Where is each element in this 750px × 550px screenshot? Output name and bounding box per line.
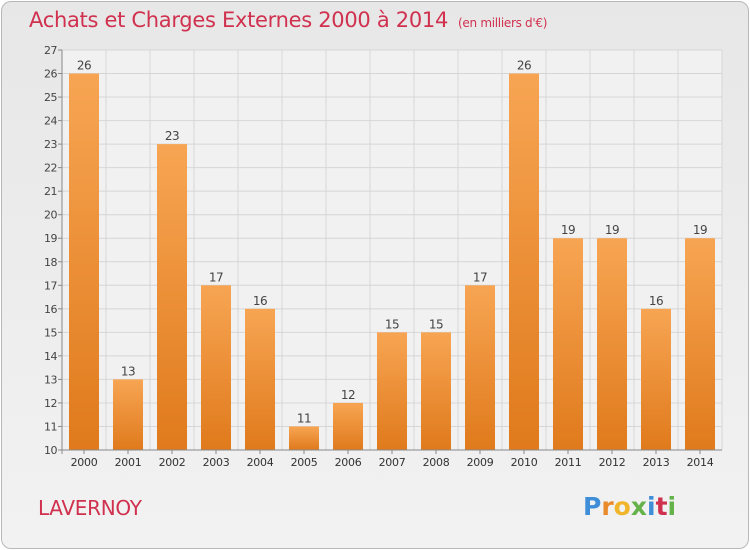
bar-2010 [509, 73, 539, 450]
bar-2007 [377, 332, 407, 450]
bar-2012 [597, 238, 627, 450]
bar-2009 [465, 285, 495, 450]
y-tick-label-17: 17 [44, 279, 57, 292]
x-tick-label-2011: 2011 [555, 456, 582, 469]
bar-2004 [245, 308, 275, 450]
bar-label-2014: 19 [693, 223, 707, 237]
bar-label-2010: 26 [517, 59, 531, 73]
y-tick-label-23: 23 [44, 138, 57, 151]
y-tick-label-18: 18 [44, 256, 57, 269]
x-tick-label-2008: 2008 [423, 456, 450, 469]
y-tick-label-19: 19 [44, 232, 57, 245]
x-tick-label-2013: 2013 [643, 456, 670, 469]
proxiti-logo: Proxiti [583, 492, 677, 521]
x-tick-label-2004: 2004 [247, 456, 274, 469]
x-tick-label-2001: 2001 [115, 456, 142, 469]
bar-label-2011: 19 [561, 223, 575, 237]
y-tick-label-15: 15 [44, 326, 57, 339]
bar-2001 [113, 379, 143, 450]
bar-label-2009: 17 [473, 270, 487, 284]
y-tick-label-10: 10 [44, 444, 57, 457]
x-tick-label-2002: 2002 [159, 456, 186, 469]
bar-label-2005: 11 [297, 411, 311, 425]
x-tick-label-2005: 2005 [291, 456, 318, 469]
bar-label-2003: 17 [209, 270, 223, 284]
bar-2003 [201, 285, 231, 450]
y-tick-label-25: 25 [44, 91, 57, 104]
bar-2005 [289, 426, 319, 450]
bar-2008 [421, 332, 451, 450]
bar-label-2012: 19 [605, 223, 619, 237]
chart-subtitle: (en milliers d'€) [458, 16, 548, 30]
y-tick-label-12: 12 [44, 397, 57, 410]
y-tick-label-13: 13 [44, 373, 57, 386]
x-tick-label-2006: 2006 [335, 456, 362, 469]
bar-2002 [157, 144, 187, 450]
bar-2006 [333, 402, 363, 450]
bar-label-2002: 23 [165, 129, 179, 143]
bar-2000 [69, 73, 99, 450]
x-tick-label-2000: 2000 [71, 456, 98, 469]
y-tick-label-27: 27 [44, 44, 57, 57]
x-tick-label-2012: 2012 [599, 456, 626, 469]
x-tick-label-2014: 2014 [687, 456, 714, 469]
place-name: LAVERNOY [38, 496, 142, 520]
bar-label-2007: 15 [385, 317, 399, 331]
chart-title-text: Achats et Charges Externes 2000 à 2014 [29, 8, 449, 32]
bar-2014 [685, 238, 715, 450]
y-tick-label-20: 20 [44, 209, 57, 222]
y-tick-label-24: 24 [44, 115, 57, 128]
bar-label-2013: 16 [649, 294, 663, 308]
bar-label-2000: 26 [77, 59, 91, 73]
y-tick-label-14: 14 [44, 350, 57, 363]
x-tick-label-2010: 2010 [511, 456, 538, 469]
bar-label-2006: 12 [341, 388, 355, 402]
y-tick-label-26: 26 [44, 68, 57, 81]
bar-label-2004: 16 [253, 294, 267, 308]
y-tick-label-16: 16 [44, 303, 57, 316]
bar-2013 [641, 308, 671, 450]
bar-2011 [553, 238, 583, 450]
y-tick-label-21: 21 [44, 185, 57, 198]
y-tick-label-11: 11 [44, 420, 57, 433]
chart-title: Achats et Charges Externes 2000 à 2014 (e… [29, 8, 547, 32]
x-tick-label-2007: 2007 [379, 456, 406, 469]
bar-label-2008: 15 [429, 317, 443, 331]
x-tick-label-2003: 2003 [203, 456, 230, 469]
x-tick-label-2009: 2009 [467, 456, 494, 469]
bar-label-2001: 13 [121, 364, 135, 378]
y-tick-label-22: 22 [44, 162, 57, 175]
